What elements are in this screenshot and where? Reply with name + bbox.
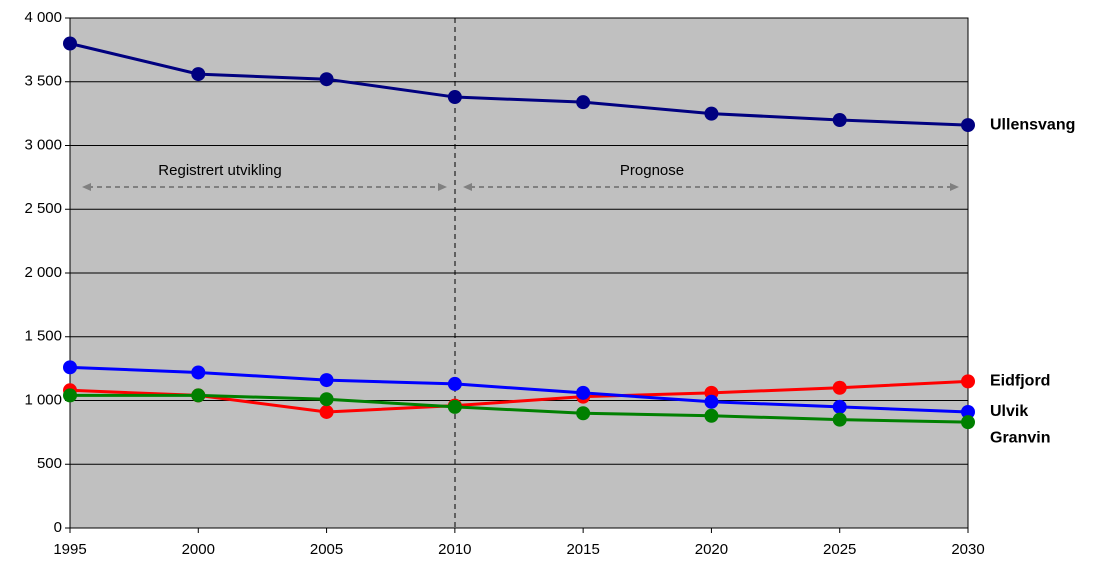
data-point	[704, 106, 719, 121]
data-point	[63, 360, 77, 375]
grid	[70, 17, 968, 529]
y-tick-label: 1 500	[24, 328, 62, 345]
data-point	[961, 404, 975, 419]
y-tick-label: 2 000	[24, 264, 62, 281]
range-arrows	[82, 183, 959, 191]
x-tick-label: 2000	[182, 541, 215, 558]
x-tick-label: 2020	[695, 541, 728, 558]
series-line	[70, 393, 969, 424]
y-tick-label: 3 500	[24, 73, 62, 90]
data-point	[704, 408, 719, 423]
data-point	[319, 404, 334, 419]
data-point	[191, 388, 206, 403]
y-tick-label: 1 000	[24, 391, 62, 408]
x-tick-label: 2010	[438, 541, 471, 558]
data-point	[832, 380, 847, 395]
data-point	[319, 373, 334, 388]
series-label: Ullensvang	[990, 116, 1075, 133]
data-point	[63, 388, 77, 403]
data-point	[832, 399, 847, 414]
annotation: Prognose	[620, 162, 684, 179]
x-tick-label: 2015	[566, 541, 599, 558]
data-point	[576, 95, 591, 110]
y-tick-label: 2 500	[24, 200, 62, 217]
arrow-head	[950, 183, 959, 191]
data-point	[576, 385, 591, 400]
data-point	[63, 36, 77, 51]
data-point	[961, 374, 975, 389]
data-point	[832, 412, 847, 427]
data-point	[576, 406, 591, 421]
y-tick-label: 0	[54, 519, 62, 536]
data-point	[961, 415, 975, 430]
data-point	[447, 90, 462, 105]
series-label: Eidfjord	[990, 373, 1050, 390]
data-point	[319, 392, 334, 407]
series-label: Ulvik	[990, 403, 1028, 420]
y-tick-label: 500	[37, 455, 62, 472]
y-tick-label: 3 000	[24, 136, 62, 153]
arrow-head	[438, 183, 447, 191]
data-point	[832, 113, 847, 127]
arrow-head	[82, 183, 91, 191]
x-tick-label: 2025	[823, 541, 856, 558]
data-point	[191, 365, 206, 380]
x-tick-label: 1995	[53, 541, 86, 558]
series-line	[69, 42, 969, 127]
x-tick-label: 2030	[951, 541, 984, 558]
annotation: Registrert utvikling	[158, 162, 281, 179]
data-point	[704, 394, 719, 409]
data-point	[319, 72, 334, 87]
data-point	[447, 399, 462, 414]
series-line	[69, 379, 969, 414]
y-tick-label: 4 000	[24, 9, 62, 26]
series-line	[69, 365, 969, 414]
data-point	[447, 376, 462, 391]
series-label: Granvin	[990, 429, 1050, 446]
x-tick-label: 2005	[310, 541, 343, 558]
data-point	[961, 118, 975, 133]
arrow-head	[463, 183, 472, 191]
data-point	[191, 67, 206, 82]
